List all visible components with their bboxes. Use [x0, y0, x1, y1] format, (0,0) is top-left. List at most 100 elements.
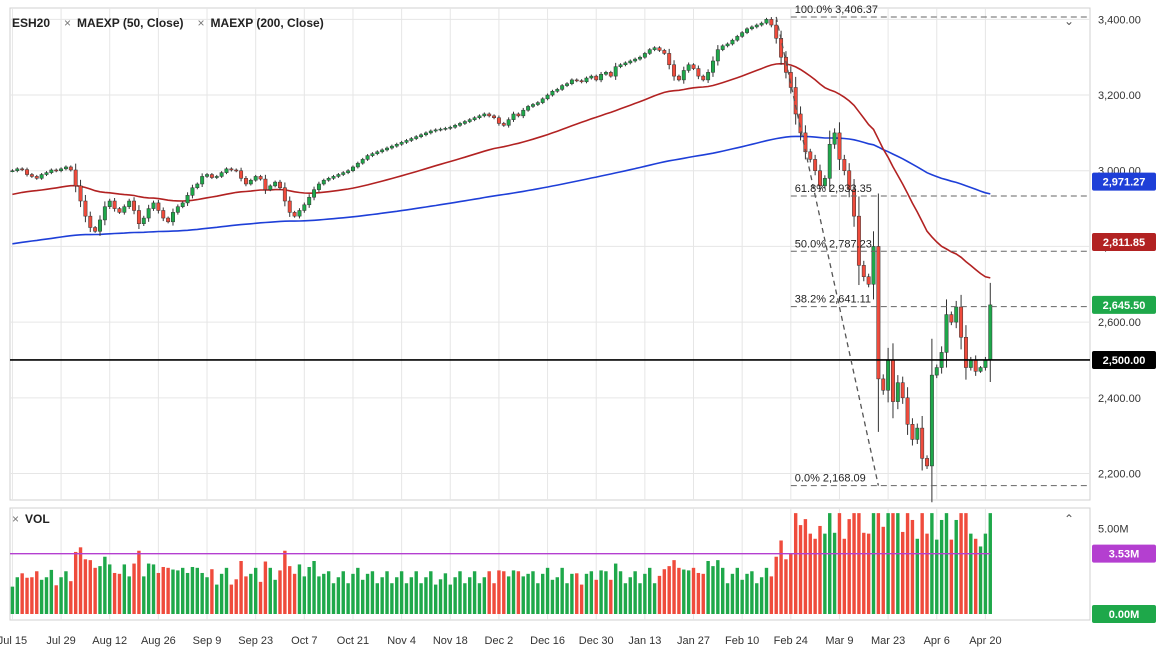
volume-bar: [618, 571, 623, 614]
volume-bar: [672, 560, 676, 614]
candle-body: [589, 75, 594, 79]
volume-bar: [784, 559, 788, 614]
candle-body: [117, 208, 122, 213]
x-tick-label: Oct 21: [337, 635, 369, 647]
candle-body: [34, 176, 39, 179]
volume-bar: [463, 583, 467, 614]
volume-bar: [901, 531, 905, 614]
candle-body: [788, 72, 793, 88]
volume-badge: [1092, 605, 1156, 623]
volume-bar: [346, 583, 350, 614]
candle-body: [83, 200, 88, 217]
volume-bar: [215, 584, 219, 614]
volume-bar: [497, 570, 501, 614]
candle-body: [282, 187, 287, 202]
candle-body: [915, 427, 920, 440]
fib-level-label: 100.0% 3,406.37: [795, 4, 878, 16]
candle-body: [389, 145, 394, 149]
candle-body: [832, 132, 837, 145]
volume-bar: [307, 566, 311, 614]
close-icon[interactable]: ×: [197, 16, 205, 30]
volume-bar: [866, 533, 871, 614]
volume-bar: [706, 561, 710, 614]
close-icon[interactable]: ×: [64, 16, 72, 30]
x-tick-label: Apr 6: [924, 635, 950, 647]
volume-bar: [146, 563, 151, 614]
candle-body: [302, 204, 307, 211]
candle-body: [414, 136, 419, 139]
volume-bar: [964, 513, 968, 614]
candle-body: [423, 132, 428, 136]
candle-body: [93, 227, 98, 232]
candle-body: [355, 162, 360, 168]
candle-body: [73, 169, 78, 187]
candle-body: [847, 170, 852, 190]
chevron-down-icon[interactable]: ⌄: [1064, 14, 1075, 28]
candle-body: [944, 314, 949, 353]
candle-body: [613, 66, 618, 77]
candle-body: [754, 24, 759, 28]
candle-body: [263, 178, 268, 190]
x-tick-label: Mar 23: [871, 635, 905, 647]
candle-body: [102, 206, 107, 221]
volume-bar: [604, 571, 608, 614]
fib-trend-line[interactable]: [775, 16, 880, 486]
candle-body: [49, 169, 54, 173]
volume-bar: [745, 573, 749, 614]
candle-body: [618, 64, 623, 67]
volume-bar: [657, 575, 662, 614]
volume-bar: [273, 579, 277, 614]
candle-body: [409, 138, 414, 141]
volume-bar: [832, 532, 837, 614]
price-badge-text: 2,971.27: [1103, 177, 1146, 189]
candle-body: [876, 246, 881, 380]
x-tick-label: Mar 9: [825, 635, 853, 647]
candle-body: [132, 200, 137, 211]
volume-bar: [365, 573, 370, 614]
candle-body: [171, 212, 175, 223]
candle-body: [239, 170, 244, 179]
volume-bar: [419, 583, 423, 614]
candle-body: [720, 45, 725, 50]
candle-body: [487, 113, 492, 117]
chevron-up-icon[interactable]: ⌃: [1064, 512, 1075, 526]
candle-body: [740, 32, 745, 37]
candle-body: [579, 80, 584, 83]
volume-bar: [570, 573, 574, 614]
candle-body: [141, 217, 146, 224]
volume-bar: [594, 579, 598, 614]
volume-bar: [769, 576, 774, 614]
volume-bar: [185, 572, 190, 614]
volume-bar: [39, 579, 44, 614]
candle-body: [900, 382, 905, 399]
volume-bar: [395, 577, 399, 614]
candle-body: [448, 126, 453, 129]
volume-bar: [15, 577, 19, 614]
volume-bar: [935, 539, 939, 614]
volume-bar: [939, 519, 944, 614]
candle-body: [190, 187, 195, 196]
volume-bar: [361, 579, 365, 614]
candle-body: [891, 359, 895, 402]
volume-bar: [842, 538, 847, 614]
volume-bar: [930, 513, 934, 614]
candle-body: [652, 47, 657, 50]
candle-body: [516, 113, 521, 117]
candle-body: [842, 159, 847, 171]
volume-bar: [779, 540, 783, 614]
candle-body: [886, 359, 891, 391]
close-icon[interactable]: ×: [12, 512, 20, 526]
candle-body: [462, 121, 467, 124]
candle-body: [691, 64, 696, 69]
volume-bar: [224, 567, 229, 614]
volume-bar: [409, 577, 414, 614]
volume-badge-text: 3.53M: [1109, 549, 1140, 561]
volume-bar: [910, 519, 915, 614]
candle-body: [312, 189, 317, 198]
volume-bar: [837, 513, 842, 614]
volume-bar: [847, 519, 851, 614]
candle-body: [453, 125, 458, 128]
volume-bar: [521, 576, 525, 614]
x-tick-label: Feb 10: [725, 635, 759, 647]
